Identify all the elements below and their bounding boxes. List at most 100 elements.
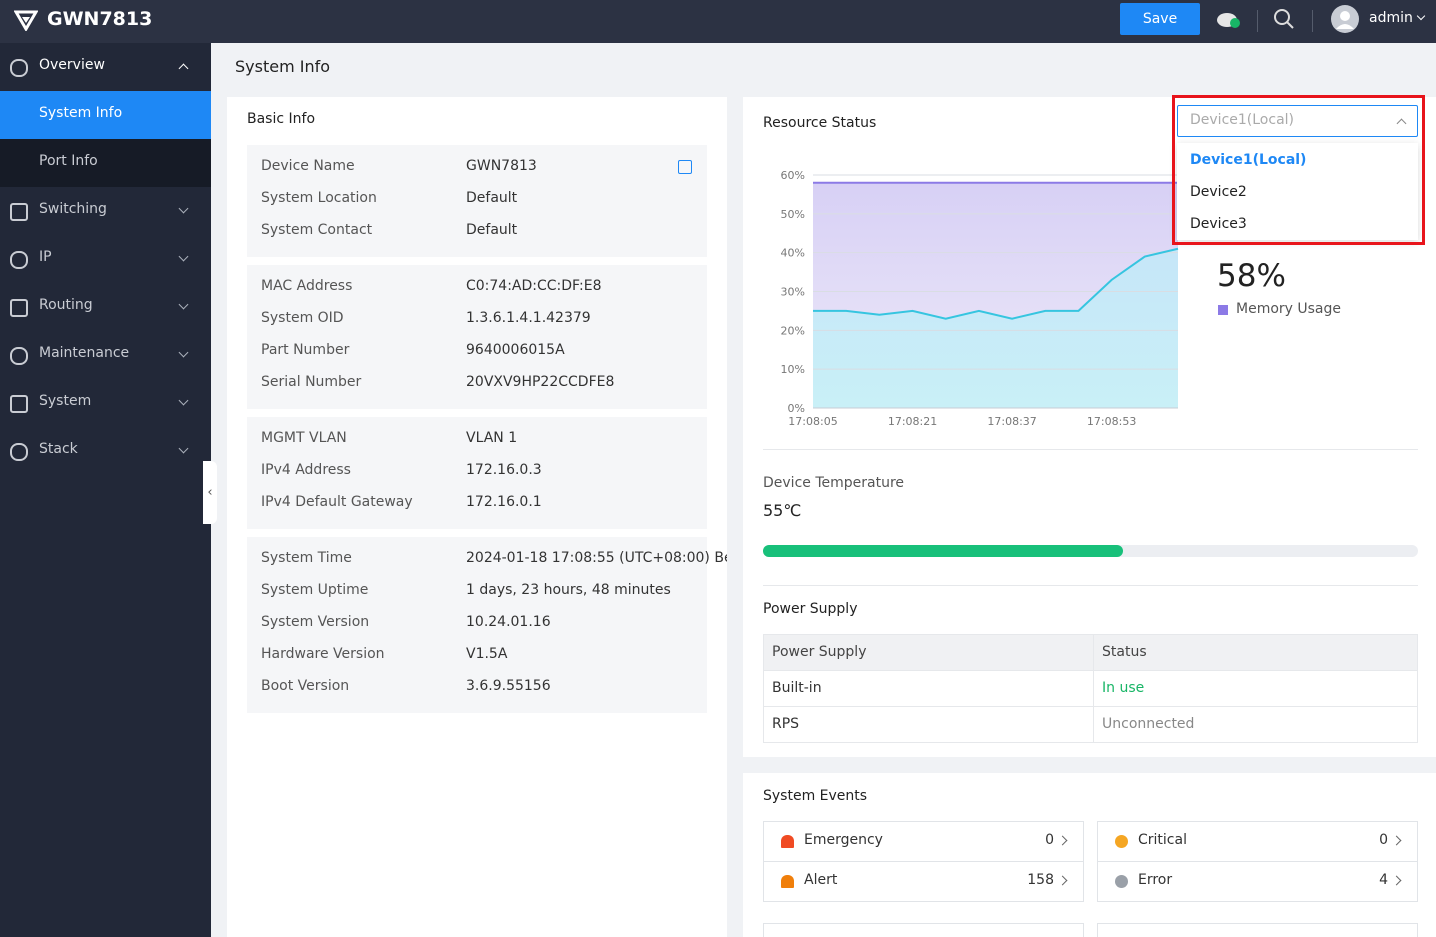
menu-icon <box>10 203 28 221</box>
event-icon <box>781 835 794 848</box>
event-box <box>1097 821 1418 902</box>
info-label: IPv4 Default Gateway <box>261 494 413 510</box>
row-divider <box>764 706 1417 707</box>
section-title: Power Supply <box>763 601 858 617</box>
dropdown-option[interactable]: Device1(Local) <box>1190 152 1307 168</box>
info-label: System Contact <box>261 222 373 238</box>
device-select[interactable] <box>1177 105 1418 137</box>
info-group <box>247 537 707 713</box>
menu-label: Overview <box>39 57 105 73</box>
table-cell: Unconnected <box>1102 716 1195 732</box>
event-box <box>1097 923 1418 937</box>
event-name: Alert <box>804 872 838 888</box>
sidebar <box>0 43 211 937</box>
submenu-item[interactable] <box>0 139 211 187</box>
search-icon[interactable] <box>1273 8 1295 30</box>
user-name[interactable]: admin <box>1369 10 1413 26</box>
menu-item[interactable] <box>0 235 211 283</box>
menu-icon <box>10 251 28 269</box>
card-title: Resource Status <box>763 115 877 131</box>
avatar[interactable] <box>1331 5 1359 33</box>
memory-percent: 58% <box>1217 258 1286 294</box>
menu-item[interactable] <box>0 283 211 331</box>
menu-icon <box>10 59 28 77</box>
column-divider <box>1093 635 1094 742</box>
selected-device: Device1(Local) <box>1190 112 1294 128</box>
table-cell: Built-in <box>772 680 822 696</box>
table-cell: In use <box>1102 680 1145 696</box>
row-divider <box>764 861 1083 862</box>
info-label: System Version <box>261 614 370 630</box>
info-group <box>247 417 707 529</box>
cloud-icon[interactable] <box>1215 8 1243 30</box>
info-value: 172.16.0.1 <box>466 494 542 510</box>
edit-icon[interactable] <box>678 160 692 174</box>
dropdown-menu <box>1177 143 1418 240</box>
event-count: 0 <box>1379 832 1388 848</box>
section-title: System Events <box>763 788 868 804</box>
table <box>763 634 1418 743</box>
menu-icon <box>10 443 28 461</box>
menu-label: Stack <box>39 441 78 457</box>
menu-item-active[interactable] <box>0 91 211 139</box>
legend-swatch <box>1218 305 1228 315</box>
event-box <box>763 821 1084 902</box>
info-label: System Time <box>261 550 352 566</box>
temperature-value: 55℃ <box>763 501 802 520</box>
row-divider <box>764 670 1417 671</box>
event-box <box>763 923 1084 937</box>
info-label: Boot Version <box>261 678 350 694</box>
info-value: 9640006015A <box>466 342 565 358</box>
info-value: 10.24.01.16 <box>466 614 551 630</box>
event-name: Error <box>1138 872 1173 888</box>
info-value: 2024-01-18 17:08:55 (UTC+08:00) Bei <box>466 550 727 566</box>
dropdown-option[interactable]: Device2 <box>1190 184 1247 200</box>
menu-item[interactable] <box>0 379 211 427</box>
menu-icon <box>10 395 28 413</box>
info-label: Part Number <box>261 342 350 358</box>
info-value: 1.3.6.1.4.1.42379 <box>466 310 591 326</box>
info-label: System OID <box>261 310 344 326</box>
event-count: 158 <box>1027 872 1054 888</box>
basic-info-card: Basic Info Device Name GWN7813 System Locat… <box>227 97 727 937</box>
menu-item[interactable] <box>0 427 211 475</box>
event-name: Critical <box>1138 832 1187 848</box>
menu-label: Maintenance <box>39 345 130 361</box>
brand: GWN7813 <box>47 8 153 30</box>
event-count: 4 <box>1379 872 1388 888</box>
divider <box>1257 10 1258 32</box>
event-name: Emergency <box>804 832 883 848</box>
dropdown-option[interactable]: Device3 <box>1190 216 1247 232</box>
table-header: Power Supply <box>772 644 867 660</box>
submenu-label: Port Info <box>39 153 98 169</box>
menu-label: IP <box>39 249 52 265</box>
info-label: MGMT VLAN <box>261 430 347 446</box>
info-label: System Location <box>261 190 377 206</box>
table-header-row <box>764 635 1417 670</box>
legend-label: Memory Usage <box>1236 301 1342 317</box>
collapse-tab[interactable]: ‹ <box>203 461 217 524</box>
event-icon <box>1115 835 1128 848</box>
menu-icon <box>10 299 28 317</box>
info-value: 1 days, 23 hours, 48 minutes <box>466 582 671 598</box>
info-value: GWN7813 <box>466 158 537 174</box>
info-value: VLAN 1 <box>466 430 518 446</box>
save-button[interactable]: Save <box>1120 3 1200 35</box>
divider <box>763 585 1418 586</box>
card-title: Basic Info <box>247 111 316 127</box>
event-count: 0 <box>1045 832 1054 848</box>
temperature-label: Device Temperature <box>763 475 905 491</box>
menu-icon <box>10 347 28 365</box>
table-cell: RPS <box>772 716 800 732</box>
table-header: Status <box>1102 644 1147 660</box>
info-label: System Uptime <box>261 582 369 598</box>
event-icon <box>781 875 794 888</box>
info-value: 3.6.9.55156 <box>466 678 551 694</box>
event-icon <box>1115 875 1128 888</box>
info-value: Default <box>466 222 518 238</box>
menu-label: Switching <box>39 201 107 217</box>
info-label: Hardware Version <box>261 646 385 662</box>
submenu-label: System Info <box>39 105 123 121</box>
info-label: Serial Number <box>261 374 362 390</box>
